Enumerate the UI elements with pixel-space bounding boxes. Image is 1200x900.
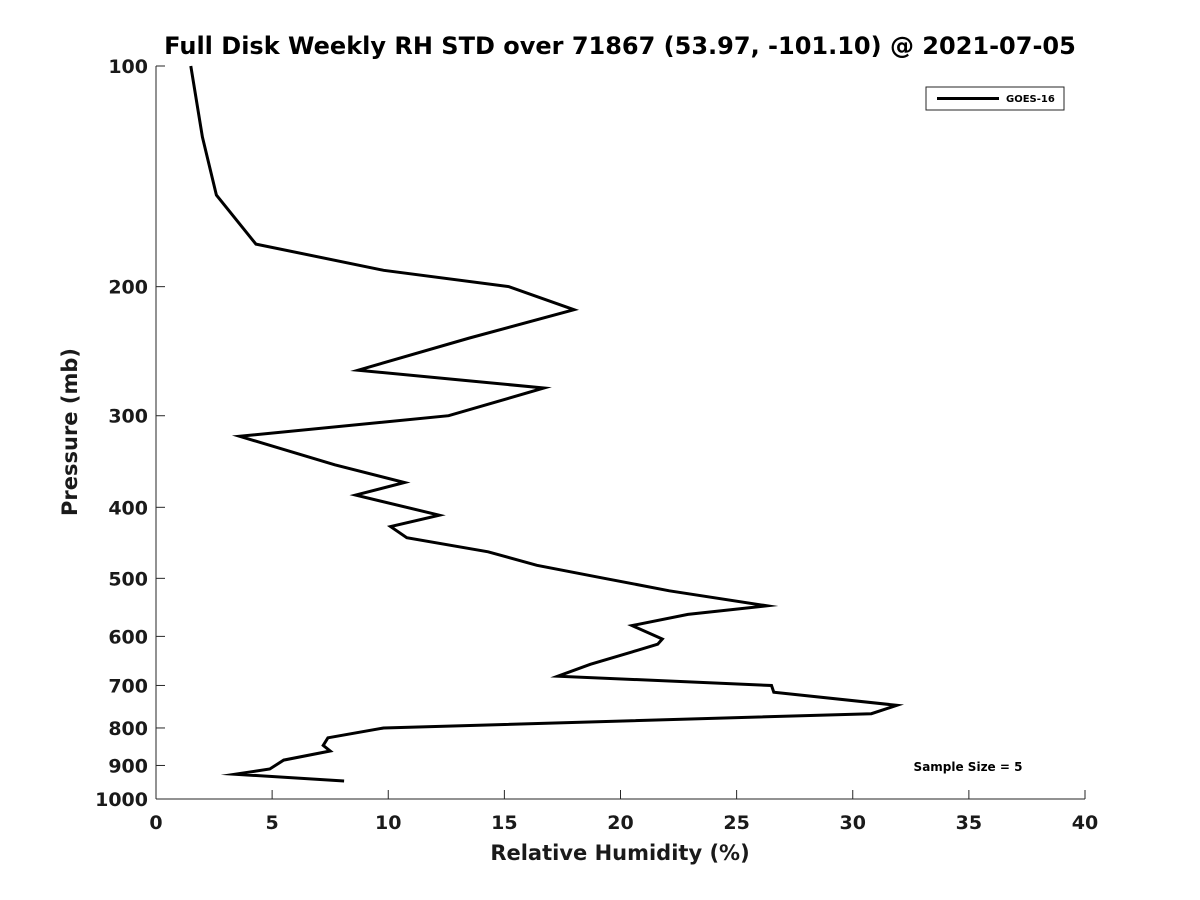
legend-label: GOES-16: [1006, 94, 1055, 105]
x-tick-label: 40: [1072, 812, 1098, 834]
x-tick-label: 25: [723, 812, 749, 834]
plot-area: 0 5 10 15 20 25 30 35 40 100 200 300 400 500 600 700 80…: [95, 56, 1098, 834]
sample-size-annotation: Sample Size = 5: [914, 760, 1023, 774]
y-tick-label: 200: [108, 277, 148, 299]
y-tick-label: 400: [108, 497, 148, 519]
x-tick-label: 10: [375, 812, 401, 834]
legend: GOES-16: [925, 86, 1065, 111]
x-tick-label: 30: [840, 812, 866, 834]
x-ticks: 0 5 10 15 20 25 30 35 40: [149, 790, 1098, 834]
y-ticks: 100 200 300 400 500 600 700 800 900 1000: [95, 56, 165, 811]
x-tick-label: 0: [149, 812, 162, 834]
x-tick-label: 15: [491, 812, 517, 834]
chart-title: Full Disk Weekly RH STD over 71867 (53.9…: [164, 32, 1076, 60]
x-tick-label: 5: [266, 812, 279, 834]
y-tick-label: 1000: [95, 789, 148, 811]
y-tick-label: 500: [108, 568, 148, 590]
x-tick-label: 35: [956, 812, 982, 834]
y-tick-label: 800: [108, 718, 148, 740]
x-tick-label: 20: [607, 812, 633, 834]
y-tick-label: 700: [108, 675, 148, 697]
series-line-goes-16: [189, 65, 905, 783]
x-axis-label: Relative Humidity (%): [490, 841, 749, 865]
series-group: [189, 65, 905, 783]
y-tick-label: 300: [108, 406, 148, 428]
y-tick-label: 900: [108, 755, 148, 777]
y-axis-label: Pressure (mb): [58, 348, 82, 516]
y-tick-label: 600: [108, 626, 148, 648]
y-tick-label: 100: [108, 56, 148, 78]
